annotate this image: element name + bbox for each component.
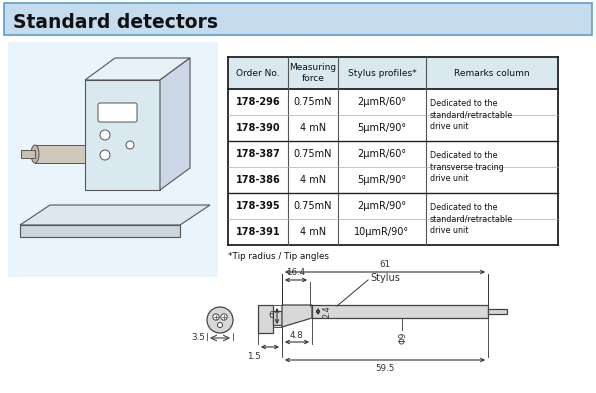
Text: Standard detectors: Standard detectors (13, 13, 218, 31)
Text: 4 mN: 4 mN (300, 175, 326, 185)
Polygon shape (160, 58, 190, 190)
Text: 4 mN: 4 mN (300, 227, 326, 237)
Text: 178-386: 178-386 (235, 175, 280, 185)
Circle shape (100, 130, 110, 140)
Circle shape (221, 314, 227, 320)
Text: 5μmR/90°: 5μmR/90° (358, 175, 406, 185)
Polygon shape (20, 205, 210, 225)
Bar (488, 309, 507, 314)
Text: Stylus: Stylus (370, 273, 400, 283)
Text: 178-391: 178-391 (235, 227, 280, 237)
Text: Order No.: Order No. (236, 68, 280, 77)
Text: Measuring
force: Measuring force (290, 63, 337, 83)
Ellipse shape (31, 145, 39, 163)
Polygon shape (21, 150, 35, 158)
Text: Dedicated to the
standard/retractable
drive unit: Dedicated to the standard/retractable dr… (430, 99, 513, 131)
FancyBboxPatch shape (98, 103, 137, 122)
Polygon shape (282, 305, 312, 327)
Bar (85, 80, 160, 190)
Text: 0.75mN: 0.75mN (294, 201, 332, 211)
Text: 178-395: 178-395 (235, 201, 280, 211)
Text: Φ9: Φ9 (399, 332, 408, 344)
Text: 2.4: 2.4 (322, 305, 331, 318)
Bar (8, 42, 218, 277)
Bar (273, 311, 282, 325)
Text: Stylus profiles*: Stylus profiles* (347, 68, 417, 77)
Bar (258, 305, 273, 333)
Text: 178-390: 178-390 (235, 123, 280, 133)
Text: Remarks column: Remarks column (454, 68, 530, 77)
Polygon shape (85, 58, 190, 80)
Text: 5μmR/90°: 5μmR/90° (358, 123, 406, 133)
Text: 178-387: 178-387 (235, 149, 280, 159)
Text: 2μmR/90°: 2μmR/90° (358, 201, 406, 211)
Text: 0.75mN: 0.75mN (294, 149, 332, 159)
Text: Dedicated to the
transverse tracing
drive unit: Dedicated to the transverse tracing driv… (430, 151, 504, 183)
Text: 2μmR/60°: 2μmR/60° (358, 149, 406, 159)
Text: *Tip radius / Tip angles: *Tip radius / Tip angles (228, 252, 329, 261)
Circle shape (213, 314, 219, 320)
Text: 178-296: 178-296 (235, 97, 280, 107)
Circle shape (207, 307, 233, 333)
Circle shape (100, 150, 110, 160)
Text: 6: 6 (269, 312, 274, 321)
Bar (20, 225, 180, 237)
Text: 4 mN: 4 mN (300, 123, 326, 133)
Text: 61: 61 (380, 260, 390, 269)
Bar (35, 145, 85, 163)
Text: 2μmR/60°: 2μmR/60° (358, 97, 406, 107)
Text: 59.5: 59.5 (375, 364, 395, 373)
Bar (228, 57, 558, 89)
Text: 4.8: 4.8 (290, 331, 304, 340)
Text: 1.5: 1.5 (247, 352, 261, 361)
Text: 0.75mN: 0.75mN (294, 97, 332, 107)
Text: Dedicated to the
standard/retractable
drive unit: Dedicated to the standard/retractable dr… (430, 203, 513, 235)
Bar (312, 305, 488, 318)
Text: 16.4: 16.4 (287, 268, 306, 277)
Circle shape (218, 323, 222, 327)
Text: 3.5: 3.5 (191, 334, 205, 343)
Text: 10μmR/90°: 10μmR/90° (355, 227, 409, 237)
Circle shape (126, 141, 134, 149)
Bar (4, 3, 592, 35)
